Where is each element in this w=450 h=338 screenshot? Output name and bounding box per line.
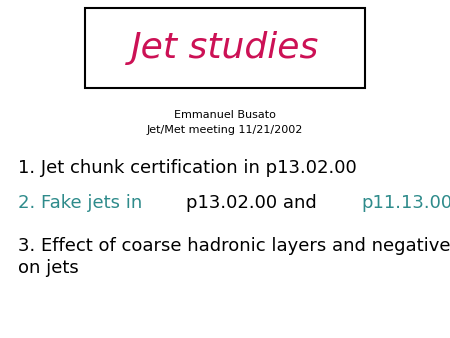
Text: on jets: on jets [18,259,79,277]
Text: 2. Fake jets in: 2. Fake jets in [18,194,148,212]
Text: 1. Jet chunk certification in p13.02.00: 1. Jet chunk certification in p13.02.00 [18,159,357,177]
Text: p13.02.00 and: p13.02.00 and [186,194,322,212]
Bar [85,8,365,88]
Text: Jet studies: Jet studies [131,31,319,65]
Text: Jet/Met meeting 11/21/2002: Jet/Met meeting 11/21/2002 [147,125,303,135]
Text: 3. Effect of coarse hadronic layers and negative cells: 3. Effect of coarse hadronic layers and … [18,237,450,255]
Text: p11.13.00: p11.13.00 [362,194,450,212]
Text: Emmanuel Busato: Emmanuel Busato [174,110,276,120]
